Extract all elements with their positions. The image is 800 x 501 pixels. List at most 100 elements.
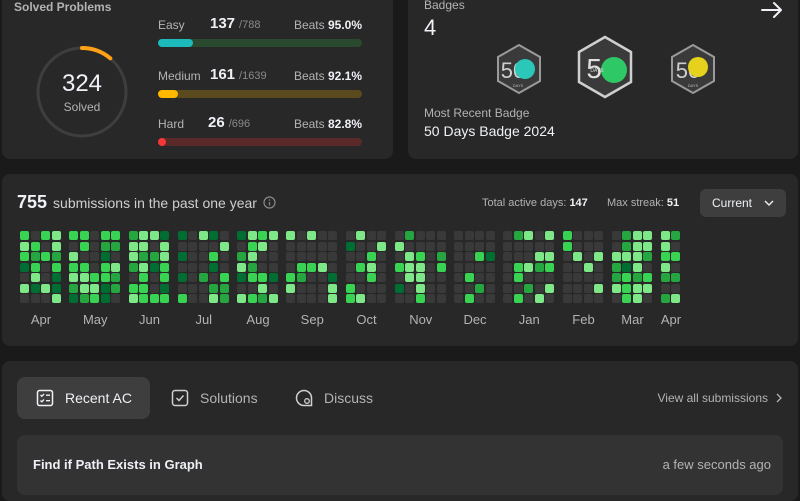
heatmap-cell[interactable] (503, 294, 512, 303)
heatmap-cell[interactable] (160, 262, 169, 272)
heatmap-cell[interactable] (177, 273, 187, 282)
heatmap-cell[interactable] (149, 252, 159, 261)
heatmap-cell[interactable] (436, 231, 446, 240)
heatmap-cell[interactable] (219, 252, 229, 261)
heatmap-cell[interactable] (268, 294, 278, 303)
heatmap-cell[interactable] (258, 262, 267, 272)
heatmap-cell[interactable] (436, 273, 446, 282)
heatmap-cell[interactable] (534, 294, 544, 303)
heatmap-cell[interactable] (51, 283, 61, 293)
heatmap-cell[interactable] (30, 231, 40, 240)
heatmap-cell[interactable] (426, 252, 435, 261)
heatmap-cell[interactable] (286, 283, 295, 293)
heatmap-cell[interactable] (562, 241, 572, 251)
heatmap-cell[interactable] (415, 294, 425, 303)
heatmap-cell[interactable] (426, 283, 435, 293)
heatmap-cell[interactable] (317, 294, 327, 303)
heatmap-cell[interactable] (209, 294, 218, 303)
heatmap-cell[interactable] (513, 294, 523, 303)
heatmap-cell[interactable] (209, 252, 218, 261)
heatmap-cell[interactable] (79, 294, 89, 303)
heatmap-cell[interactable] (209, 262, 218, 272)
heatmap-cell[interactable] (377, 231, 386, 240)
heatmap-cell[interactable] (622, 273, 631, 282)
heatmap-cell[interactable] (643, 283, 652, 293)
heatmap-cell[interactable] (219, 241, 229, 251)
heatmap-cell[interactable] (356, 241, 365, 251)
heatmap-cell[interactable] (503, 241, 512, 251)
heatmap-cell[interactable] (415, 262, 425, 272)
heatmap-cell[interactable] (524, 231, 533, 240)
heatmap-cell[interactable] (415, 283, 425, 293)
heatmap-cell[interactable] (513, 273, 523, 282)
heatmap-cell[interactable] (475, 294, 484, 303)
heatmap-cell[interactable] (436, 294, 446, 303)
heatmap-cell[interactable] (20, 252, 29, 261)
heatmap-cell[interactable] (51, 252, 61, 261)
heatmap-cell[interactable] (286, 231, 295, 240)
heatmap-cell[interactable] (524, 241, 533, 251)
heatmap-cell[interactable] (562, 294, 572, 303)
heatmap-cell[interactable] (286, 294, 295, 303)
heatmap-cell[interactable] (562, 273, 572, 282)
heatmap-cell[interactable] (20, 241, 29, 251)
heatmap-cell[interactable] (139, 252, 148, 261)
heatmap-cell[interactable] (366, 294, 376, 303)
heatmap-cell[interactable] (366, 283, 376, 293)
heatmap-cell[interactable] (454, 283, 463, 293)
heatmap-cell[interactable] (69, 241, 78, 251)
heatmap-cell[interactable] (160, 294, 169, 303)
heatmap-cell[interactable] (20, 262, 29, 272)
heatmap-cell[interactable] (160, 283, 169, 293)
heatmap-cell[interactable] (426, 241, 435, 251)
heatmap-cell[interactable] (198, 294, 208, 303)
heatmap-cell[interactable] (503, 283, 512, 293)
heatmap-cell[interactable] (356, 252, 365, 261)
heatmap-cell[interactable] (177, 262, 187, 272)
heatmap-cell[interactable] (128, 273, 138, 282)
heatmap-cell[interactable] (583, 241, 593, 251)
heatmap-cell[interactable] (671, 241, 680, 251)
heatmap-cell[interactable] (534, 262, 544, 272)
heatmap-cell[interactable] (356, 283, 365, 293)
heatmap-cell[interactable] (464, 241, 474, 251)
heatmap-cell[interactable] (643, 231, 652, 240)
heatmap-cell[interactable] (149, 262, 159, 272)
heatmap-cell[interactable] (632, 231, 642, 240)
heatmap-cell[interactable] (464, 262, 474, 272)
heatmap-cell[interactable] (671, 262, 680, 272)
heatmap-cell[interactable] (503, 231, 512, 240)
heatmap-cell[interactable] (415, 231, 425, 240)
heatmap-cell[interactable] (454, 294, 463, 303)
heatmap-cell[interactable] (345, 294, 355, 303)
heatmap-cell[interactable] (160, 241, 169, 251)
heatmap-cell[interactable] (209, 231, 218, 240)
heatmap-cell[interactable] (594, 231, 603, 240)
heatmap-cell[interactable] (307, 294, 316, 303)
heatmap-cell[interactable] (436, 252, 446, 261)
heatmap-cell[interactable] (111, 262, 120, 272)
heatmap-cell[interactable] (219, 262, 229, 272)
heatmap-cell[interactable] (611, 231, 621, 240)
heatmap-cell[interactable] (671, 294, 680, 303)
heatmap-cell[interactable] (643, 241, 652, 251)
heatmap-cell[interactable] (475, 273, 484, 282)
heatmap-cell[interactable] (198, 241, 208, 251)
heatmap-cell[interactable] (149, 241, 159, 251)
heatmap-cell[interactable] (594, 294, 603, 303)
heatmap-cell[interactable] (296, 273, 306, 282)
heatmap-cell[interactable] (149, 231, 159, 240)
heatmap-cell[interactable] (247, 273, 257, 282)
badge-icon[interactable]: 50 DAYS (666, 42, 720, 96)
heatmap-cell[interactable] (660, 262, 670, 272)
heatmap-cell[interactable] (111, 283, 120, 293)
heatmap-cell[interactable] (583, 262, 593, 272)
heatmap-cell[interactable] (345, 262, 355, 272)
heatmap-cell[interactable] (660, 252, 670, 261)
heatmap-cell[interactable] (436, 283, 446, 293)
heatmap-cell[interactable] (149, 273, 159, 282)
heatmap-cell[interactable] (20, 294, 29, 303)
heatmap-cell[interactable] (366, 241, 376, 251)
heatmap-cell[interactable] (475, 262, 484, 272)
heatmap-cell[interactable] (611, 262, 621, 272)
